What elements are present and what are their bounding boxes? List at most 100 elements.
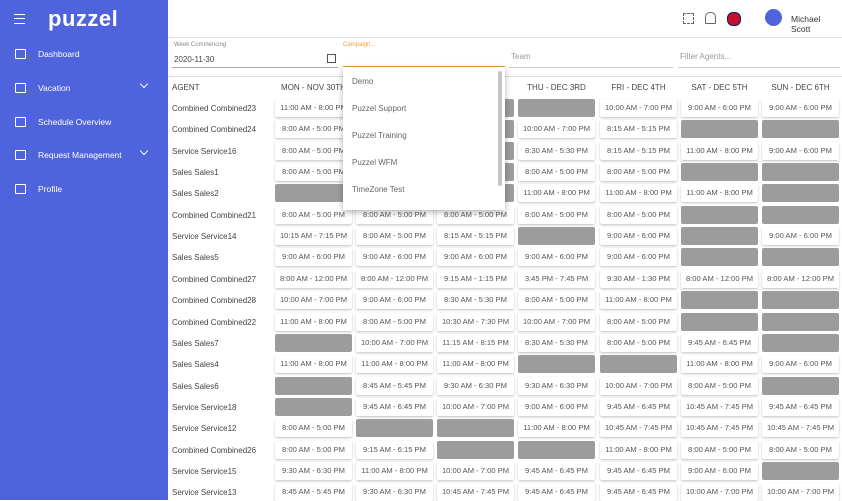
shift-cell[interactable]: 10:45 AM - 7:45 PM: [681, 419, 758, 438]
shift-cell[interactable]: 9:30 AM - 6:30 PM: [356, 483, 433, 501]
shift-cell[interactable]: 9:00 AM - 6:00 PM: [356, 291, 433, 310]
shift-cell[interactable]: 8:00 AM - 5:00 PM: [275, 205, 352, 224]
shift-cell[interactable]: 9:45 AM - 6:45 PM: [681, 333, 758, 352]
shift-cell[interactable]: 8:00 AM - 12:00 PM: [275, 269, 352, 288]
shift-cell[interactable]: 9:30 AM - 1:30 PM: [600, 269, 677, 288]
shift-cell[interactable]: 9:00 AM - 6:00 PM: [762, 227, 839, 246]
shift-cell[interactable]: 8:00 AM - 5:00 PM: [356, 205, 433, 224]
shift-cell[interactable]: 11:00 AM - 8:00 PM: [600, 440, 677, 459]
shift-cell[interactable]: 9:00 AM - 6:00 PM: [762, 355, 839, 374]
user-name[interactable]: Michael Scott: [791, 14, 821, 34]
week-value[interactable]: 2020-11-30: [174, 55, 215, 64]
shift-cell[interactable]: 8:00 AM - 5:00 PM: [681, 440, 758, 459]
shift-cell[interactable]: 8:00 AM - 5:00 PM: [518, 163, 595, 182]
shift-cell[interactable]: 11:00 AM - 8:00 PM: [356, 355, 433, 374]
shift-cell[interactable]: 8:00 AM - 5:00 PM: [356, 312, 433, 331]
shift-cell[interactable]: 9:30 AM - 6:30 PM: [275, 461, 352, 480]
calendar-icon[interactable]: [327, 54, 336, 63]
shift-cell[interactable]: 8:30 AM - 5:30 PM: [518, 333, 595, 352]
shift-cell[interactable]: 8:00 AM - 5:00 PM: [518, 291, 595, 310]
shift-cell[interactable]: 8:00 AM - 5:00 PM: [275, 141, 352, 160]
shift-cell[interactable]: 10:00 AM - 7:00 PM: [437, 397, 514, 416]
shift-cell[interactable]: 9:45 AM - 6:45 PM: [600, 483, 677, 501]
menu-item[interactable]: Profile: [0, 179, 168, 199]
notification-icon[interactable]: [705, 12, 716, 24]
menu-item[interactable]: Request Management: [0, 145, 168, 165]
shift-cell[interactable]: 11:00 AM - 8:00 PM: [681, 141, 758, 160]
shift-cell[interactable]: 9:00 AM - 6:00 PM: [762, 99, 839, 117]
shift-cell[interactable]: 9:00 AM - 6:00 PM: [275, 248, 352, 267]
shift-cell[interactable]: 11:00 AM - 8:00 PM: [681, 355, 758, 374]
shift-cell[interactable]: 9:45 AM - 6:45 PM: [600, 397, 677, 416]
shift-cell[interactable]: 8:00 AM - 12:00 PM: [681, 269, 758, 288]
shift-cell[interactable]: 9:00 AM - 6:00 PM: [600, 248, 677, 267]
shift-cell[interactable]: 10:00 AM - 7:00 PM: [518, 120, 595, 139]
shift-cell[interactable]: 8:00 AM - 5:00 PM: [600, 163, 677, 182]
shift-cell[interactable]: 10:45 AM - 7:45 PM: [762, 419, 839, 438]
shift-cell[interactable]: 9:45 AM - 6:45 PM: [600, 461, 677, 480]
shift-cell[interactable]: 11:00 AM - 8:00 PM: [275, 312, 352, 331]
shift-cell[interactable]: 10:00 AM - 7:00 PM: [600, 376, 677, 395]
shift-cell[interactable]: 8:00 AM - 5:00 PM: [600, 312, 677, 331]
scrollbar[interactable]: [498, 71, 502, 186]
shift-cell[interactable]: 9:45 AM - 6:45 PM: [518, 483, 595, 501]
language-flag[interactable]: [727, 12, 741, 26]
shift-cell[interactable]: 11:00 AM - 8:00 PM: [275, 355, 352, 374]
shift-cell[interactable]: 8:15 AM - 5:15 PM: [600, 141, 677, 160]
shift-cell[interactable]: 11:15 AM - 8:15 PM: [437, 333, 514, 352]
shift-cell[interactable]: 11:00 AM - 8:00 PM: [600, 291, 677, 310]
shift-cell[interactable]: 11:00 AM - 8:00 PM: [600, 184, 677, 203]
shift-cell[interactable]: 10:45 AM - 7:45 PM: [600, 419, 677, 438]
shift-cell[interactable]: 10:00 AM - 7:00 PM: [681, 483, 758, 501]
shift-cell[interactable]: 8:00 AM - 5:00 PM: [275, 440, 352, 459]
shift-cell[interactable]: 9:45 AM - 6:45 PM: [762, 397, 839, 416]
shift-cell[interactable]: 10:00 AM - 7:00 PM: [275, 291, 352, 310]
shift-cell[interactable]: 9:15 AM - 1:15 PM: [437, 269, 514, 288]
shift-cell[interactable]: 8:00 AM - 5:00 PM: [356, 227, 433, 246]
shift-cell[interactable]: 9:00 AM - 6:00 PM: [518, 397, 595, 416]
shift-cell[interactable]: 8:30 AM - 5:30 PM: [437, 291, 514, 310]
shift-cell[interactable]: 10:00 AM - 7:00 PM: [600, 99, 677, 117]
shift-cell[interactable]: 8:00 AM - 5:00 PM: [600, 205, 677, 224]
shift-cell[interactable]: 10:00 AM - 7:00 PM: [518, 312, 595, 331]
menu-item[interactable]: Schedule Overview: [0, 112, 168, 132]
shift-cell[interactable]: 8:15 AM - 5:15 PM: [437, 227, 514, 246]
shift-cell[interactable]: 11:00 AM - 8:00 PM: [356, 461, 433, 480]
shift-cell[interactable]: 9:00 AM - 6:00 PM: [356, 248, 433, 267]
shift-cell[interactable]: 11:00 AM - 8:00 PM: [275, 99, 352, 117]
shift-cell[interactable]: 8:15 AM - 5:15 PM: [600, 120, 677, 139]
shift-cell[interactable]: 3:45 PM - 7:45 PM: [518, 269, 595, 288]
shift-cell[interactable]: 8:00 AM - 12:00 PM: [356, 269, 433, 288]
dropdown-option[interactable]: Puzzel Support: [352, 104, 407, 113]
menu-toggle[interactable]: [14, 14, 25, 24]
avatar[interactable]: [765, 9, 782, 26]
shift-cell[interactable]: 9:00 AM - 6:00 PM: [600, 227, 677, 246]
fullscreen-icon[interactable]: [683, 13, 694, 24]
shift-cell[interactable]: 10:00 AM - 7:00 PM: [356, 333, 433, 352]
shift-cell[interactable]: 10:15 AM - 7:15 PM: [275, 227, 352, 246]
shift-cell[interactable]: 9:30 AM - 6:30 PM: [518, 376, 595, 395]
shift-cell[interactable]: 8:00 AM - 5:00 PM: [762, 440, 839, 459]
dropdown-option[interactable]: TimeZone Test: [352, 185, 405, 194]
shift-cell[interactable]: 10:45 AM - 7:45 PM: [437, 483, 514, 501]
dropdown-option[interactable]: Demo: [352, 77, 374, 86]
agents-input[interactable]: Filter Agents...: [680, 52, 732, 61]
shift-cell[interactable]: 11:00 AM - 8:00 PM: [437, 355, 514, 374]
shift-cell[interactable]: 8:00 AM - 5:00 PM: [518, 205, 595, 224]
shift-cell[interactable]: 9:30 AM - 6:30 PM: [437, 376, 514, 395]
shift-cell[interactable]: 8:00 AM - 5:00 PM: [275, 163, 352, 182]
shift-cell[interactable]: 10:45 AM - 7:45 PM: [681, 397, 758, 416]
shift-cell[interactable]: 11:00 AM - 8:00 PM: [518, 419, 595, 438]
shift-cell[interactable]: 9:15 AM - 6:15 PM: [356, 440, 433, 459]
shift-cell[interactable]: 9:00 AM - 6:00 PM: [681, 461, 758, 480]
shift-cell[interactable]: 10:00 AM - 7:00 PM: [437, 461, 514, 480]
shift-cell[interactable]: 9:45 AM - 6:45 PM: [356, 397, 433, 416]
shift-cell[interactable]: 10:30 AM - 7:30 PM: [437, 312, 514, 331]
shift-cell[interactable]: 9:00 AM - 6:00 PM: [762, 141, 839, 160]
shift-cell[interactable]: 8:00 AM - 5:00 PM: [275, 419, 352, 438]
menu-item[interactable]: Dashboard: [0, 44, 168, 64]
team-input[interactable]: Team: [511, 52, 531, 61]
shift-cell[interactable]: 8:45 AM - 5:45 PM: [356, 376, 433, 395]
shift-cell[interactable]: 9:00 AM - 6:00 PM: [518, 248, 595, 267]
shift-cell[interactable]: 9:45 AM - 6:45 PM: [518, 461, 595, 480]
